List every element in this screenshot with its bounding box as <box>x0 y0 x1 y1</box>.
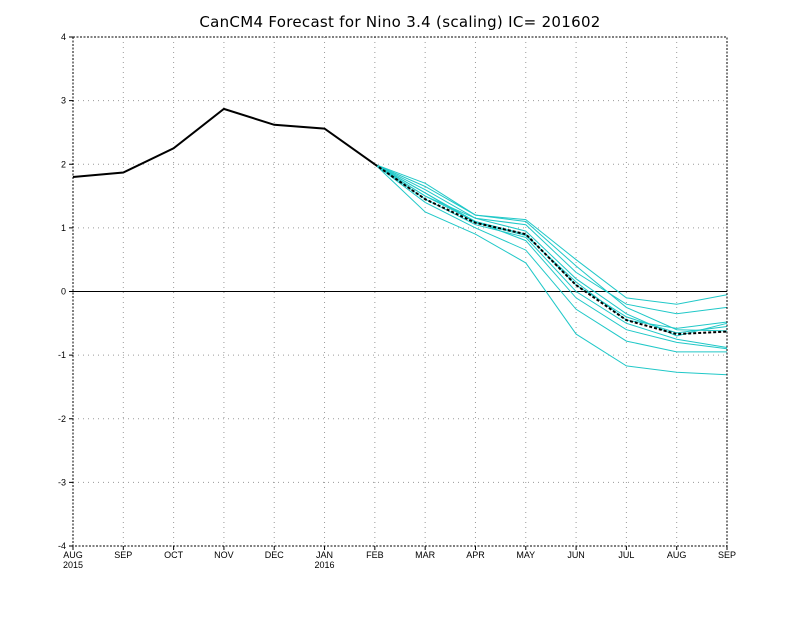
ensemble-member-line <box>374 163 728 337</box>
chart-title: CanCM4 Forecast for Nino 3.4 (scaling) I… <box>199 13 600 31</box>
ensemble-mean <box>374 163 728 336</box>
ensemble-member-line <box>374 163 728 350</box>
ensemble-member-line <box>374 163 728 376</box>
x-tick-label: AUG <box>63 550 83 560</box>
x-tick-year-label: 2015 <box>63 560 83 570</box>
y-tick-label: 3 <box>61 96 66 106</box>
x-tick-label: JUN <box>567 550 585 560</box>
x-tick-label: MAR <box>415 550 436 560</box>
observed-series <box>72 107 376 178</box>
y-tick-label: -3 <box>58 477 66 487</box>
y-tick-label: -4 <box>58 541 66 551</box>
x-tick-label: SEP <box>114 550 132 560</box>
x-tick-label: JUL <box>618 550 634 560</box>
ensemble-members <box>374 163 728 376</box>
x-tick-label: JAN <box>316 550 333 560</box>
ensemble-member-line <box>374 163 728 315</box>
plot-frame <box>72 36 728 547</box>
x-tick-label: NOV <box>214 550 234 560</box>
x-tick-label: SEP <box>718 550 736 560</box>
ensemble-member-line <box>374 163 728 348</box>
x-tick-label: DEC <box>265 550 285 560</box>
ensemble-member-line <box>374 163 728 305</box>
y-tick-label: -2 <box>58 414 66 424</box>
y-tick-label: 2 <box>61 159 66 169</box>
x-tick-label: FEB <box>366 550 384 560</box>
y-tick-label: 0 <box>61 287 66 297</box>
x-tick-label: APR <box>466 550 485 560</box>
grid-layer <box>73 37 727 546</box>
observed-line <box>72 107 376 178</box>
ensemble-member-line <box>374 163 727 353</box>
ensemble-member-line <box>374 163 728 332</box>
x-tick-label: MAY <box>516 550 535 560</box>
ensemble-member-line <box>374 163 728 329</box>
ensemble-mean-line <box>374 163 728 336</box>
x-tick-label: OCT <box>164 550 184 560</box>
x-tick-label: AUG <box>667 550 687 560</box>
y-tick-label: 4 <box>61 32 66 42</box>
x-tick-year-label: 2016 <box>315 560 335 570</box>
y-tick-label: -1 <box>58 350 66 360</box>
y-tick-label: 1 <box>61 223 66 233</box>
